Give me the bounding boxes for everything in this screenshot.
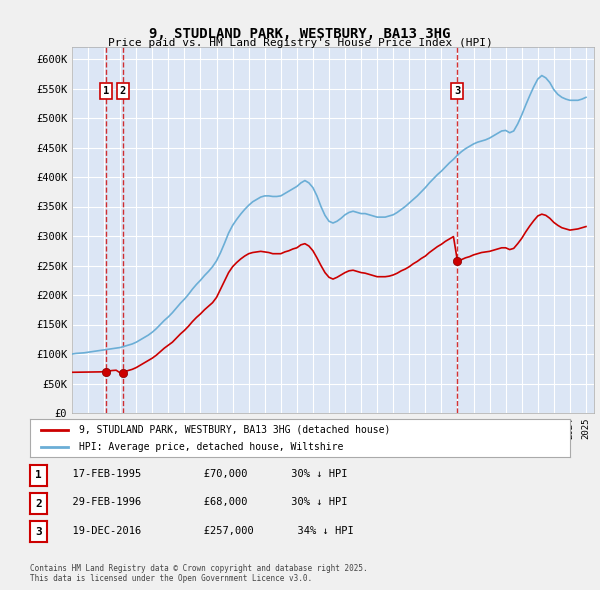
Text: 2: 2	[119, 86, 126, 96]
Text: 3: 3	[35, 527, 42, 537]
Text: Contains HM Land Registry data © Crown copyright and database right 2025.
This d: Contains HM Land Registry data © Crown c…	[30, 563, 368, 583]
Text: 17-FEB-1995          £70,000       30% ↓ HPI: 17-FEB-1995 £70,000 30% ↓ HPI	[60, 469, 347, 479]
Text: 2: 2	[35, 499, 42, 509]
Text: HPI: Average price, detached house, Wiltshire: HPI: Average price, detached house, Wilt…	[79, 441, 343, 451]
Text: 3: 3	[454, 86, 460, 96]
Text: 1: 1	[103, 86, 109, 96]
Text: 9, STUDLAND PARK, WESTBURY, BA13 3HG (detached house): 9, STUDLAND PARK, WESTBURY, BA13 3HG (de…	[79, 425, 390, 435]
Text: Price paid vs. HM Land Registry's House Price Index (HPI): Price paid vs. HM Land Registry's House …	[107, 38, 493, 48]
Text: 19-DEC-2016          £257,000       34% ↓ HPI: 19-DEC-2016 £257,000 34% ↓ HPI	[60, 526, 354, 536]
Text: 9, STUDLAND PARK, WESTBURY, BA13 3HG: 9, STUDLAND PARK, WESTBURY, BA13 3HG	[149, 27, 451, 41]
Text: 1: 1	[35, 470, 42, 480]
Text: 29-FEB-1996          £68,000       30% ↓ HPI: 29-FEB-1996 £68,000 30% ↓ HPI	[60, 497, 347, 507]
